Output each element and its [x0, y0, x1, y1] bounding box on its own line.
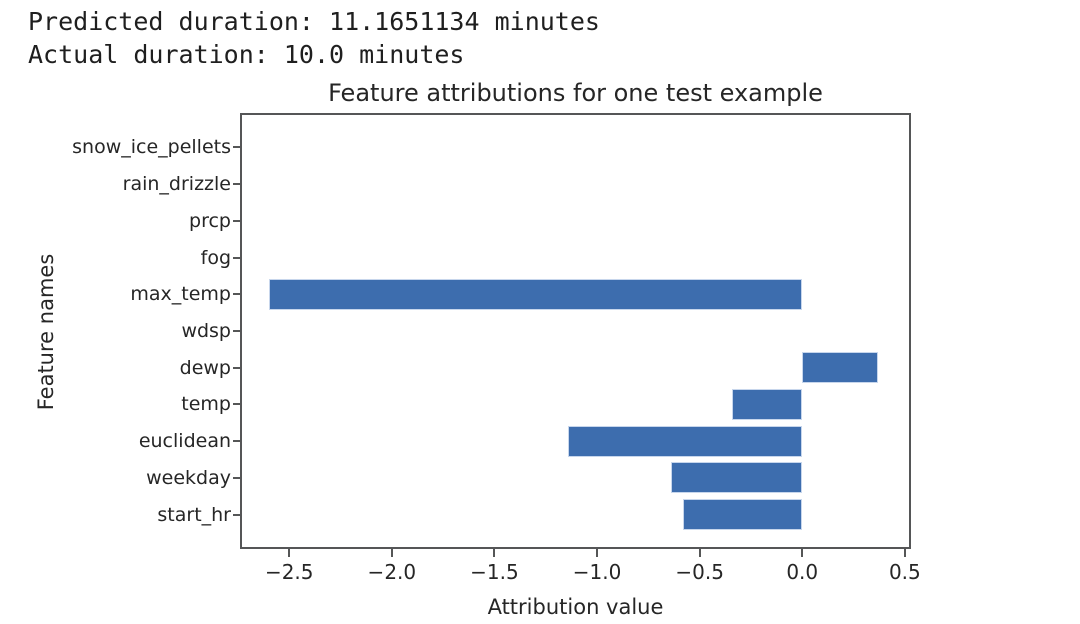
x-axis-label: Attribution value [487, 595, 664, 619]
actual-duration-text: Actual duration: 10.0 minutes [28, 40, 465, 69]
x-tick-mark [493, 549, 496, 557]
y-tick-mark [233, 440, 240, 443]
y-tick-mark [233, 476, 240, 479]
y-tick-mark [233, 183, 240, 186]
y-tick-label-temp: temp [181, 393, 231, 416]
y-tick-mark [233, 256, 240, 259]
x-tick-label-−1.5: −1.5 [470, 560, 519, 584]
x-tick-mark [903, 549, 906, 557]
chart-title: Feature attributions for one test exampl… [328, 79, 823, 107]
x-tick-mark [596, 549, 599, 557]
predicted-duration-text: Predicted duration: 11.1651134 minutes [28, 7, 600, 36]
bar-weekday [670, 462, 803, 494]
bar-temp [732, 388, 803, 420]
y-tick-label-max_temp: max_temp [130, 283, 231, 306]
y-tick-label-wdsp: wdsp [181, 320, 231, 342]
y-tick-label-euclidean: euclidean [138, 430, 231, 453]
y-tick-label-prcp: prcp [189, 209, 231, 232]
y-tick-label-fog: fog [200, 246, 231, 269]
x-tick-label-0.5: 0.5 [888, 560, 921, 584]
x-tick-label-−1.0: −1.0 [572, 560, 622, 584]
y-tick-mark [233, 219, 240, 222]
y-tick-label-weekday: weekday [146, 466, 231, 489]
y-tick-mark [233, 513, 240, 516]
x-tick-label-−0.5: −0.5 [675, 560, 724, 584]
y-tick-label-dewp: dewp [179, 356, 231, 379]
y-tick-mark [233, 366, 240, 369]
y-tick-label-rain_drizzle: rain_drizzle [122, 173, 231, 196]
bar-max_temp [268, 278, 803, 310]
x-tick-label-−2.5: −2.5 [264, 560, 314, 584]
x-tick-label-0.0: 0.0 [786, 560, 819, 584]
x-tick-mark [288, 549, 291, 557]
y-tick-label-snow_ice_pellets: snow_ice_pellets [72, 136, 231, 159]
y-tick-label-start_hr: start_hr [157, 503, 231, 526]
plot-area [240, 113, 911, 549]
x-tick-mark [698, 549, 701, 557]
bar-start_hr [683, 499, 803, 530]
x-tick-mark [801, 549, 804, 557]
y-tick-mark [233, 330, 240, 332]
x-tick-label-−2.0: −2.0 [367, 560, 417, 584]
bar-dewp [802, 352, 879, 384]
y-tick-mark [233, 146, 240, 149]
x-tick-mark [390, 549, 393, 557]
y-tick-mark [233, 293, 240, 296]
y-axis-label: Feature names [34, 253, 58, 411]
bar-euclidean [568, 425, 803, 457]
y-tick-mark [233, 403, 240, 406]
